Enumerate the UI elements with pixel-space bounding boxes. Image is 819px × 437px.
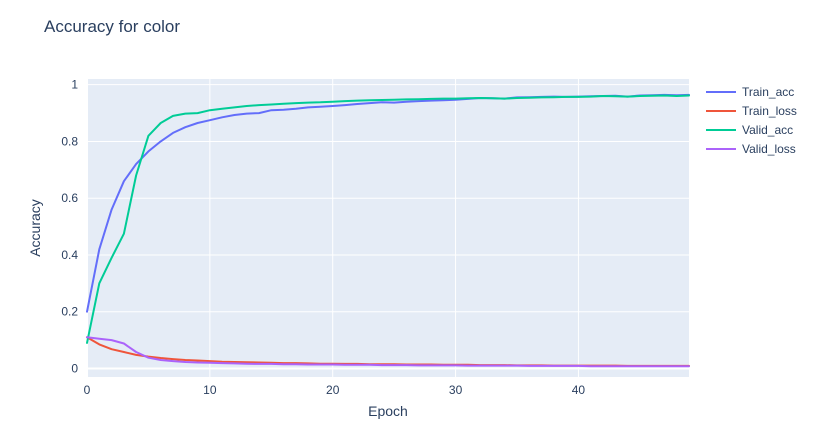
y-tick-label: 0.2 bbox=[61, 305, 78, 319]
x-tick-label: 0 bbox=[84, 383, 91, 397]
y-tick-label: 0.6 bbox=[61, 191, 78, 205]
series-lines bbox=[86, 93, 690, 368]
legend-item-train-loss[interactable]: Train_loss bbox=[706, 104, 797, 118]
x-tick-label: 10 bbox=[203, 383, 217, 397]
legend-label: Valid_acc bbox=[742, 123, 793, 137]
y-tick-label: 0 bbox=[71, 361, 78, 375]
x-tick-label: 30 bbox=[449, 383, 463, 397]
y-tick-label: 1 bbox=[71, 78, 78, 92]
legend-item-valid-loss[interactable]: Valid_loss bbox=[706, 142, 796, 156]
x-tick-label: 40 bbox=[572, 383, 586, 397]
legend-item-train-acc[interactable]: Train_acc bbox=[706, 85, 794, 99]
legend-label: Train_loss bbox=[742, 104, 797, 118]
y-axis-label: Accuracy bbox=[27, 199, 43, 257]
x-tick-labels: 0 10 20 30 40 bbox=[84, 383, 586, 397]
legend-label: Valid_loss bbox=[742, 142, 796, 156]
y-gridlines bbox=[87, 84, 689, 370]
y-tick-label: 0.8 bbox=[61, 134, 78, 148]
legend[interactable]: Train_acc Train_loss Valid_acc Valid_loss bbox=[706, 85, 797, 156]
x-gridlines bbox=[86, 79, 579, 377]
x-axis-label: Epoch bbox=[368, 403, 408, 419]
legend-label: Train_acc bbox=[742, 85, 794, 99]
x-tick-label: 20 bbox=[326, 383, 340, 397]
series-line-valid-loss bbox=[86, 336, 690, 368]
series-line-valid-acc bbox=[86, 94, 690, 344]
y-tick-label: 0.4 bbox=[61, 248, 78, 262]
y-tick-labels: 0 0.2 0.4 0.6 0.8 1 bbox=[61, 78, 78, 376]
plot-area bbox=[87, 79, 689, 377]
legend-item-valid-acc[interactable]: Valid_acc bbox=[706, 123, 793, 137]
chart-title: Accuracy for color bbox=[44, 17, 180, 36]
